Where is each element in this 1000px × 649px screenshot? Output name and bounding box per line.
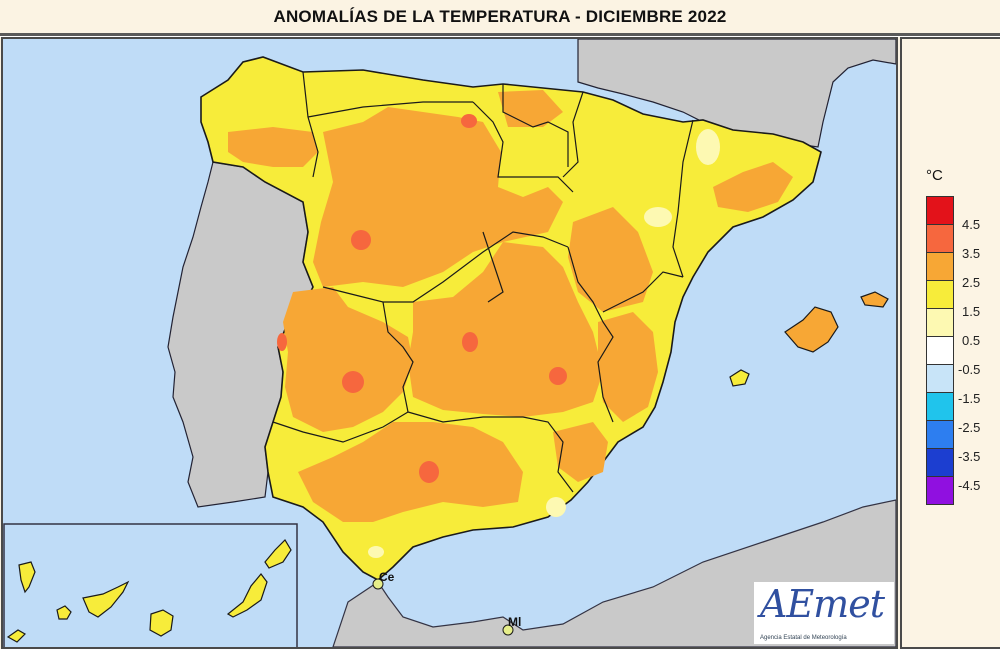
- menorca: [860, 291, 889, 308]
- legend-swatch-neutral: [926, 336, 954, 365]
- anomaly-orange-murcia: [553, 422, 608, 482]
- title-divider: [0, 33, 1000, 37]
- legend-label: 3.5: [962, 246, 981, 261]
- anomaly-orange-castilla-leon: [313, 107, 563, 287]
- melilla-label: Ml: [508, 615, 522, 629]
- legend-label: -3.5: [958, 449, 981, 464]
- la-palma: [18, 561, 36, 594]
- legend-colorbar: [926, 196, 954, 505]
- la-gomera: [56, 605, 72, 620]
- aemet-logo-subtitle: Agencia Estatal de Meteorología: [760, 635, 847, 641]
- hotspot-cuenca: [549, 367, 567, 385]
- legend-swatch-neg-0-5-1-5: [926, 364, 954, 393]
- legend-label: 0.5: [962, 333, 981, 348]
- legend-unit: °C: [926, 167, 943, 184]
- hotspot-caceres: [342, 371, 364, 393]
- legend-label: -1.5: [958, 391, 981, 406]
- map-svg: [3, 39, 896, 647]
- anomaly-orange-catalonia: [713, 162, 793, 212]
- hotspot-salamanca: [351, 230, 371, 250]
- anomaly-orange-andalucia: [298, 422, 523, 522]
- legend-swatch-3-5-4-5: [926, 224, 954, 253]
- legend-swatch-1-5-2-5: [926, 280, 954, 309]
- hotspot-toledo: [462, 332, 478, 352]
- legend-swatch-neg-2-5-3-5: [926, 420, 954, 449]
- legend-swatch-gt-4-5: [926, 196, 954, 225]
- anomaly-map: Ce Ml AEmet Agencia Estatal de Meteorolo…: [1, 37, 898, 649]
- anomaly-orange-aragon-south: [568, 207, 653, 312]
- ibiza: [729, 369, 750, 387]
- hotspot-burgos: [461, 114, 477, 128]
- el-hierro: [6, 629, 26, 643]
- ceuta-label: Ce: [379, 570, 395, 584]
- legend-swatch-neg-3-5-4-5: [926, 448, 954, 477]
- hotspot-cordoba: [419, 461, 439, 483]
- legend-label: 4.5: [962, 217, 981, 232]
- aemet-logo: AEmet Agencia Estatal de Meteorología: [754, 582, 894, 644]
- anomaly-light-huesca: [696, 129, 720, 165]
- legend-swatch-neg-1-5-2-5: [926, 392, 954, 421]
- hotspot-badajoz-border: [277, 333, 287, 351]
- anomaly-light-almeria: [546, 497, 566, 517]
- tenerife: [82, 580, 130, 618]
- legend-label: 2.5: [962, 275, 981, 290]
- gran-canaria: [149, 609, 174, 637]
- anomaly-orange-extremadura: [283, 287, 413, 432]
- legend-swatch-0-5-1-5: [926, 308, 954, 337]
- legend-swatch-2-5-3-5: [926, 252, 954, 281]
- legend-swatch-lt-neg-4-5: [926, 476, 954, 505]
- legend-label: -2.5: [958, 420, 981, 435]
- lanzarote: [264, 539, 292, 569]
- region-borders: [272, 71, 694, 493]
- anomaly-orange-valencia: [598, 312, 658, 422]
- anomaly-light-cadiz: [368, 546, 384, 558]
- legend-panel: °C 4.5 3.5 2.5 1.5 0.5 -0.5 -1.5 -2.5 -3…: [900, 37, 1000, 649]
- anomaly-light-teruel: [644, 207, 672, 227]
- mallorca: [784, 306, 839, 353]
- legend-label: 1.5: [962, 304, 981, 319]
- melilla-marker: [502, 624, 514, 636]
- legend-label: -0.5: [958, 362, 981, 377]
- aemet-logo-text: AEmet: [760, 582, 885, 626]
- ceuta-marker: [372, 578, 384, 590]
- fuerteventura: [226, 573, 268, 618]
- map-title: ANOMALÍAS DE LA TEMPERATURA - DICIEMBRE …: [0, 0, 1000, 33]
- legend-label: -4.5: [958, 478, 981, 493]
- anomaly-orange-galicia: [228, 127, 318, 167]
- canary-islands: [6, 539, 292, 643]
